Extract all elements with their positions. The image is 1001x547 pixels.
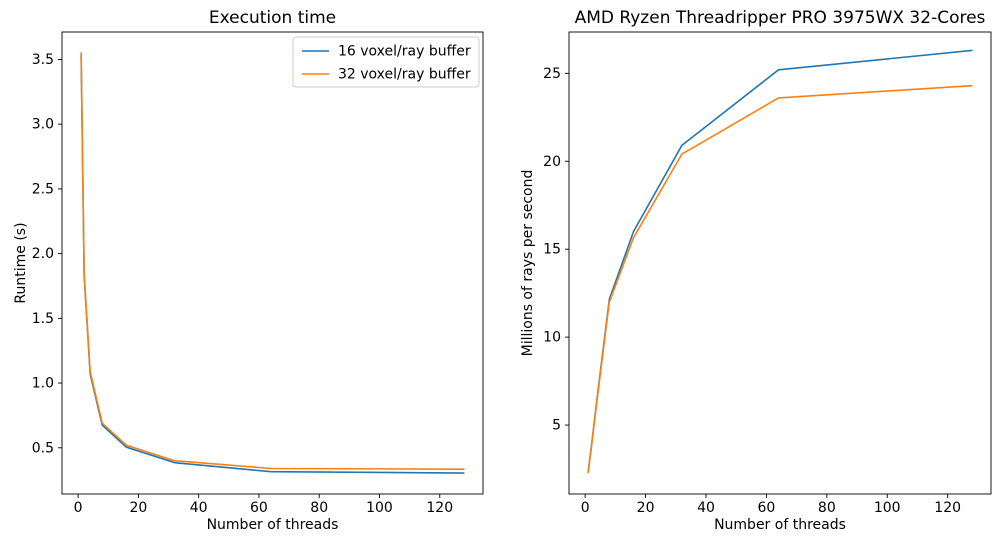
y-tick-label: 0.5	[32, 440, 54, 456]
y-tick-label: 3.0	[32, 117, 54, 133]
legend-label: 16 voxel/ray buffer	[338, 44, 471, 60]
y-tick-label: 1.5	[32, 311, 54, 327]
plot-border	[568, 31, 992, 495]
x-tick-label: 20	[637, 500, 655, 516]
x-tick-label: 0	[581, 500, 590, 516]
x-tick-label: 20	[129, 500, 147, 516]
y-tick-label: 2.0	[32, 246, 54, 262]
x-tick-label: 60	[250, 500, 268, 516]
series-line-32-voxel	[80, 52, 465, 470]
y-tick-label: 2.5	[32, 181, 54, 197]
x-tick-label: 100	[366, 500, 393, 516]
y-tick-label: 20	[543, 154, 561, 170]
y-tick-label: 3.5	[32, 52, 54, 68]
y-tick-label: 5	[552, 418, 561, 434]
x-tick-label: 0	[74, 500, 83, 516]
x-tick-label: 120	[426, 500, 453, 516]
y-tick-label: 1.0	[32, 376, 54, 392]
y-tick-label: 10	[543, 330, 561, 346]
y-tick-label: 15	[543, 242, 561, 258]
plot-border	[61, 31, 484, 495]
x-tick-label: 80	[310, 500, 328, 516]
x-tick-label: 40	[697, 500, 715, 516]
x-tick-label: 120	[934, 500, 961, 516]
x-tick-label: 60	[757, 500, 775, 516]
y-tick-label: 25	[543, 66, 561, 82]
series-line-16-voxel	[587, 49, 973, 473]
legend-box	[292, 36, 480, 88]
x-tick-label: 40	[190, 500, 208, 516]
series-line-32-voxel	[587, 84, 973, 474]
x-tick-label: 80	[818, 500, 836, 516]
legend-label: 32 voxel/ray buffer	[338, 67, 471, 83]
x-tick-label: 100	[874, 500, 901, 516]
series-line-16-voxel	[80, 54, 465, 474]
